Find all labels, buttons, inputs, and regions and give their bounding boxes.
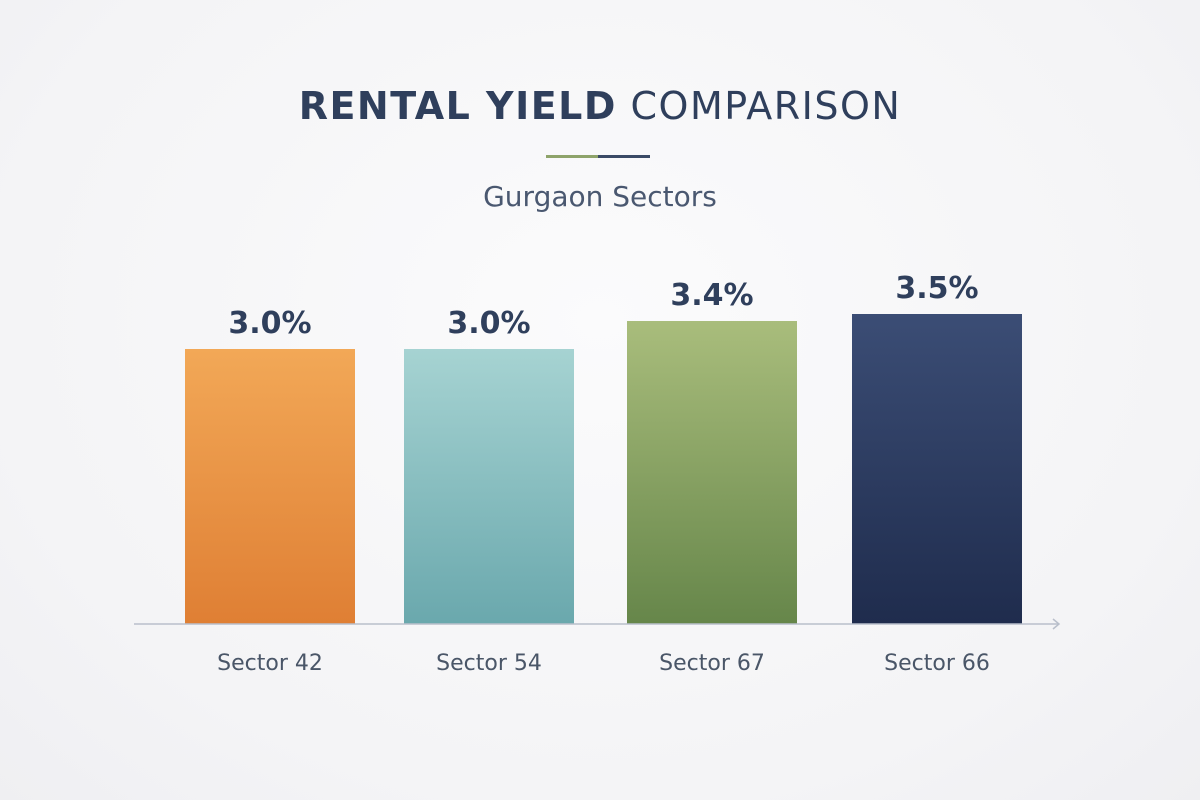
- chart-title: RENTAL YIELD COMPARISON: [0, 84, 1200, 128]
- chart-title-bold: RENTAL YIELD: [298, 84, 617, 128]
- category-label: Sector 66: [884, 651, 990, 676]
- value-label: 3.0%: [447, 306, 530, 341]
- value-label: 3.0%: [228, 306, 311, 341]
- divider-segment-green: [546, 155, 598, 158]
- category-label: Sector 42: [217, 651, 323, 676]
- bar-sector-54: [404, 349, 574, 624]
- chart-title-light: COMPARISON: [630, 84, 902, 128]
- divider-segment-navy: [598, 155, 650, 158]
- x-axis-arrow-icon: [1052, 618, 1061, 630]
- value-label: 3.5%: [895, 271, 978, 306]
- title-divider: [546, 155, 650, 158]
- bar-sector-42: [185, 349, 355, 624]
- value-label: 3.4%: [670, 278, 753, 313]
- bar-sector-67: [627, 321, 797, 624]
- category-label: Sector 67: [659, 651, 765, 676]
- bar-sector-66: [852, 314, 1022, 624]
- category-label: Sector 54: [436, 651, 542, 676]
- chart-subtitle: Gurgaon Sectors: [483, 180, 717, 213]
